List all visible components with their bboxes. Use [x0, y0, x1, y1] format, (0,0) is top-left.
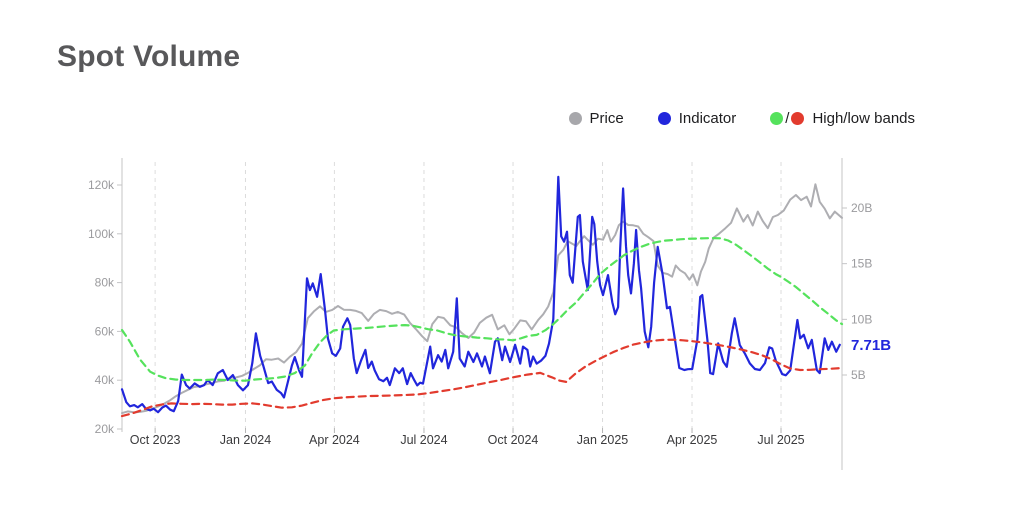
right-tick-label: 15B: [851, 257, 872, 271]
legend-item-bands[interactable]: / High/low bands: [770, 110, 915, 127]
x-tick-label: Oct 2024: [488, 433, 539, 447]
left-tick-label: 100k: [88, 227, 115, 241]
indicator-line: [120, 175, 841, 414]
page-title: Spot Volume: [57, 40, 241, 73]
legend-label-price: Price: [589, 110, 624, 127]
price-dot-icon: [568, 112, 582, 125]
legend-item-price[interactable]: Price: [568, 110, 624, 127]
x-tick-label: Apr 2025: [667, 433, 718, 447]
x-tick-label: Apr 2024: [309, 433, 360, 447]
band-separator: /: [785, 110, 790, 127]
left-tick-label: 120k: [88, 178, 115, 192]
right-tick-label: 10B: [851, 312, 872, 326]
x-tick-label: Jan 2025: [577, 433, 628, 447]
x-tick-label: Jul 2024: [400, 433, 447, 447]
legend-label-bands: High/low bands: [812, 110, 915, 127]
legend-label-indicator: Indicator: [678, 110, 737, 127]
high-band-dot-icon: [770, 112, 784, 125]
left-tick-label: 40k: [95, 373, 115, 387]
right-tick-label: 20B: [851, 201, 872, 215]
x-tick-label: Jul 2025: [757, 433, 804, 447]
right-tick-label: 5B: [851, 368, 866, 382]
left-tick-label: 60k: [95, 324, 115, 338]
legend-item-indicator[interactable]: Indicator: [657, 110, 737, 127]
chart-legend: Price Indicator / High/low bands: [0, 110, 915, 127]
x-tick-label: Oct 2023: [130, 433, 181, 447]
low_band-line: [120, 338, 844, 418]
left-tick-label: 20k: [95, 422, 115, 436]
high_band-line: [120, 237, 844, 382]
indicator-last-value-label: 7.71B: [851, 337, 891, 354]
low-band-dot-icon: [791, 112, 805, 125]
band-dots: /: [770, 110, 805, 127]
price-line: [121, 183, 843, 415]
left-tick-label: 80k: [95, 276, 115, 290]
indicator-dot-icon: [657, 112, 671, 125]
x-tick-label: Jan 2024: [220, 433, 271, 447]
